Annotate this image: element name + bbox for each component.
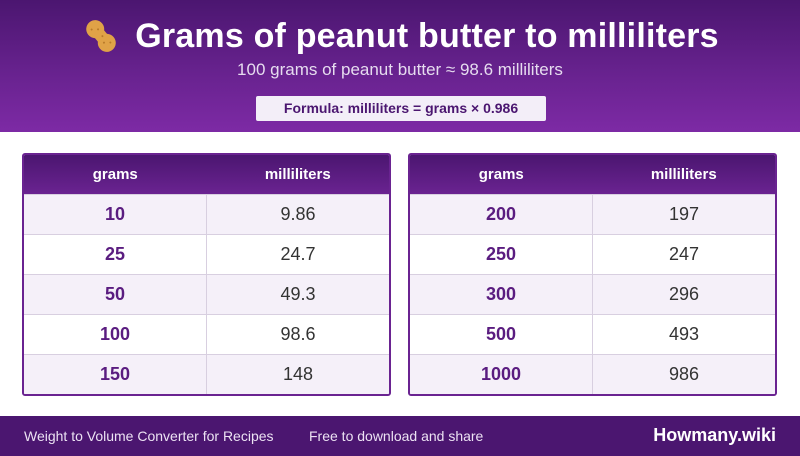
table-body: 10 9.86 25 24.7 50 49.3 100 98.6 150 148 bbox=[24, 194, 389, 394]
table-row: 500 493 bbox=[410, 314, 775, 354]
column-header-milliliters: milliliters bbox=[264, 166, 331, 183]
footer-share-text: Free to download and share bbox=[309, 428, 484, 444]
formula-box: Formula: milliliters = grams × 0.986 bbox=[256, 96, 546, 121]
table-row: 150 148 bbox=[24, 354, 389, 394]
milliliters-cell: 197 bbox=[668, 204, 700, 224]
grams-cell: 250 bbox=[410, 235, 593, 274]
table-header: grams milliliters bbox=[410, 155, 775, 194]
brand-link[interactable]: Howmany.wiki bbox=[653, 425, 776, 445]
column-header-grams: grams bbox=[478, 166, 524, 183]
title-row: Grams of peanut butter to milliliters bbox=[0, 14, 800, 58]
peanut-icon bbox=[81, 16, 121, 56]
table-row: 100 98.6 bbox=[24, 314, 389, 354]
page-title: Grams of peanut butter to milliliters bbox=[135, 16, 719, 55]
footer-bar: Weight to Volume Converter for Recipes F… bbox=[0, 416, 800, 456]
grams-cell: 500 bbox=[410, 315, 593, 354]
table-row: 250 247 bbox=[410, 234, 775, 274]
milliliters-cell: 148 bbox=[282, 364, 314, 384]
grams-cell: 25 bbox=[24, 235, 207, 274]
grams-cell: 10 bbox=[24, 195, 207, 234]
table-body: 200 197 250 247 300 296 500 493 1000 986 bbox=[410, 194, 775, 394]
milliliters-cell: 493 bbox=[668, 324, 700, 344]
grams-cell: 50 bbox=[24, 275, 207, 314]
grams-cell: 200 bbox=[410, 195, 593, 234]
footer-description: Weight to Volume Converter for Recipes bbox=[24, 428, 274, 444]
milliliters-cell: 986 bbox=[668, 364, 700, 384]
table-header: grams milliliters bbox=[24, 155, 389, 194]
column-header-milliliters: milliliters bbox=[650, 166, 717, 183]
table-row: 50 49.3 bbox=[24, 274, 389, 314]
grams-cell: 100 bbox=[24, 315, 207, 354]
milliliters-cell: 24.7 bbox=[280, 244, 316, 264]
page-subtitle: 100 grams of peanut butter ≈ 98.6 millil… bbox=[237, 60, 563, 79]
table-row: 1000 986 bbox=[410, 354, 775, 394]
grams-cell: 1000 bbox=[410, 355, 593, 394]
table-row: 200 197 bbox=[410, 194, 775, 234]
table-row: 300 296 bbox=[410, 274, 775, 314]
column-header-grams: grams bbox=[92, 166, 138, 183]
table-row: 25 24.7 bbox=[24, 234, 389, 274]
table-row: 10 9.86 bbox=[24, 194, 389, 234]
milliliters-cell: 98.6 bbox=[280, 324, 316, 344]
grams-cell: 300 bbox=[410, 275, 593, 314]
conversion-table-left: grams milliliters 10 9.86 25 24.7 50 49.… bbox=[22, 153, 391, 396]
milliliters-cell: 9.86 bbox=[280, 204, 316, 224]
milliliters-cell: 296 bbox=[668, 284, 700, 304]
milliliters-cell: 247 bbox=[668, 244, 700, 264]
header-banner: Grams of peanut butter to milliliters 10… bbox=[0, 0, 800, 132]
milliliters-cell: 49.3 bbox=[280, 284, 316, 304]
grams-cell: 150 bbox=[24, 355, 207, 394]
conversion-table-right: grams milliliters 200 197 250 247 300 29… bbox=[408, 153, 777, 396]
